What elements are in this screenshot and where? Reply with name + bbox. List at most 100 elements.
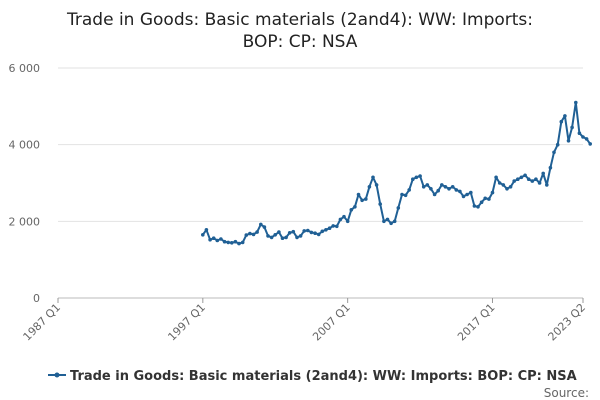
data-point[interactable]	[400, 192, 404, 197]
data-point[interactable]	[555, 142, 560, 147]
data-point[interactable]	[581, 135, 585, 139]
data-point[interactable]	[353, 205, 357, 209]
data-point[interactable]	[472, 204, 477, 208]
data-point[interactable]	[421, 185, 426, 189]
data-point[interactable]	[541, 171, 545, 176]
data-point[interactable]	[392, 219, 397, 224]
data-point[interactable]	[584, 137, 589, 141]
data-point[interactable]	[566, 139, 571, 143]
data-point[interactable]	[378, 202, 383, 206]
data-point[interactable]	[443, 185, 448, 189]
data-point[interactable]	[382, 219, 386, 224]
data-point[interactable]	[302, 229, 307, 233]
data-point[interactable]	[360, 198, 364, 203]
data-point[interactable]	[545, 183, 549, 187]
data-point[interactable]	[436, 188, 441, 193]
data-point[interactable]	[345, 219, 350, 224]
data-point[interactable]	[338, 217, 343, 222]
data-point[interactable]	[280, 236, 285, 240]
data-point[interactable]	[418, 174, 422, 178]
data-point[interactable]	[501, 183, 506, 187]
data-point[interactable]	[537, 181, 542, 185]
data-point[interactable]	[570, 125, 574, 130]
data-point[interactable]	[447, 187, 451, 191]
data-point[interactable]	[479, 200, 484, 204]
data-point[interactable]	[454, 188, 459, 192]
data-point[interactable]	[349, 208, 354, 212]
data-point[interactable]	[331, 224, 336, 228]
data-point[interactable]	[396, 206, 401, 210]
data-point[interactable]	[469, 190, 473, 195]
data-point[interactable]	[425, 183, 430, 187]
data-point[interactable]	[519, 175, 524, 180]
data-point[interactable]	[490, 190, 495, 195]
data-point[interactable]	[222, 239, 227, 244]
data-point[interactable]	[248, 231, 252, 236]
data-point[interactable]	[505, 187, 509, 191]
data-point[interactable]	[497, 181, 502, 185]
data-point[interactable]	[407, 188, 412, 192]
data-point[interactable]	[230, 241, 234, 245]
data-point[interactable]	[244, 233, 249, 237]
data-point[interactable]	[226, 240, 230, 245]
data-point[interactable]	[429, 187, 433, 191]
data-point[interactable]	[320, 229, 325, 234]
data-point[interactable]	[201, 233, 205, 237]
data-point[interactable]	[255, 230, 259, 234]
data-point[interactable]	[508, 185, 513, 189]
data-point[interactable]	[295, 235, 299, 240]
data-point[interactable]	[458, 189, 462, 194]
data-point[interactable]	[476, 205, 480, 209]
data-point[interactable]	[411, 177, 415, 181]
data-point[interactable]	[219, 237, 223, 241]
data-point[interactable]	[403, 193, 408, 198]
data-point[interactable]	[371, 175, 375, 180]
data-point[interactable]	[526, 177, 531, 181]
data-point[interactable]	[215, 238, 220, 243]
data-point[interactable]	[251, 232, 256, 237]
data-point[interactable]	[385, 217, 390, 222]
data-point[interactable]	[364, 197, 368, 201]
data-point[interactable]	[367, 185, 372, 189]
data-point[interactable]	[494, 175, 498, 180]
data-point[interactable]	[374, 183, 379, 187]
data-point[interactable]	[552, 150, 556, 155]
data-point[interactable]	[461, 194, 466, 199]
data-point[interactable]	[269, 235, 274, 240]
data-point[interactable]	[465, 192, 469, 197]
data-point[interactable]	[273, 233, 278, 237]
data-point[interactable]	[204, 228, 209, 232]
data-point[interactable]	[512, 179, 516, 183]
data-point[interactable]	[487, 197, 491, 201]
data-point[interactable]	[233, 239, 238, 244]
data-point[interactable]	[240, 240, 245, 245]
data-point[interactable]	[548, 165, 553, 170]
data-point[interactable]	[316, 232, 321, 237]
data-point[interactable]	[277, 230, 281, 234]
data-point[interactable]	[432, 192, 437, 197]
data-point[interactable]	[414, 175, 419, 180]
data-point[interactable]	[266, 234, 270, 238]
data-point[interactable]	[208, 237, 212, 242]
data-point[interactable]	[559, 119, 564, 124]
data-point[interactable]	[237, 241, 241, 246]
data-point[interactable]	[327, 226, 332, 230]
data-point[interactable]	[389, 221, 393, 226]
data-point[interactable]	[287, 231, 292, 235]
data-point[interactable]	[534, 177, 538, 181]
data-point[interactable]	[530, 179, 535, 183]
data-point[interactable]	[259, 222, 263, 227]
data-point[interactable]	[483, 196, 488, 201]
data-point[interactable]	[588, 142, 592, 146]
data-point[interactable]	[262, 225, 267, 229]
data-point[interactable]	[516, 177, 520, 181]
data-point[interactable]	[211, 236, 216, 240]
data-point[interactable]	[309, 230, 314, 235]
data-point[interactable]	[313, 231, 317, 235]
data-point[interactable]	[450, 185, 455, 189]
data-point[interactable]	[342, 214, 346, 219]
data-point[interactable]	[440, 183, 444, 187]
data-point[interactable]	[335, 224, 339, 229]
data-point[interactable]	[306, 228, 310, 233]
legend[interactable]: Trade in Goods: Basic materials (2and4):…	[48, 369, 577, 384]
